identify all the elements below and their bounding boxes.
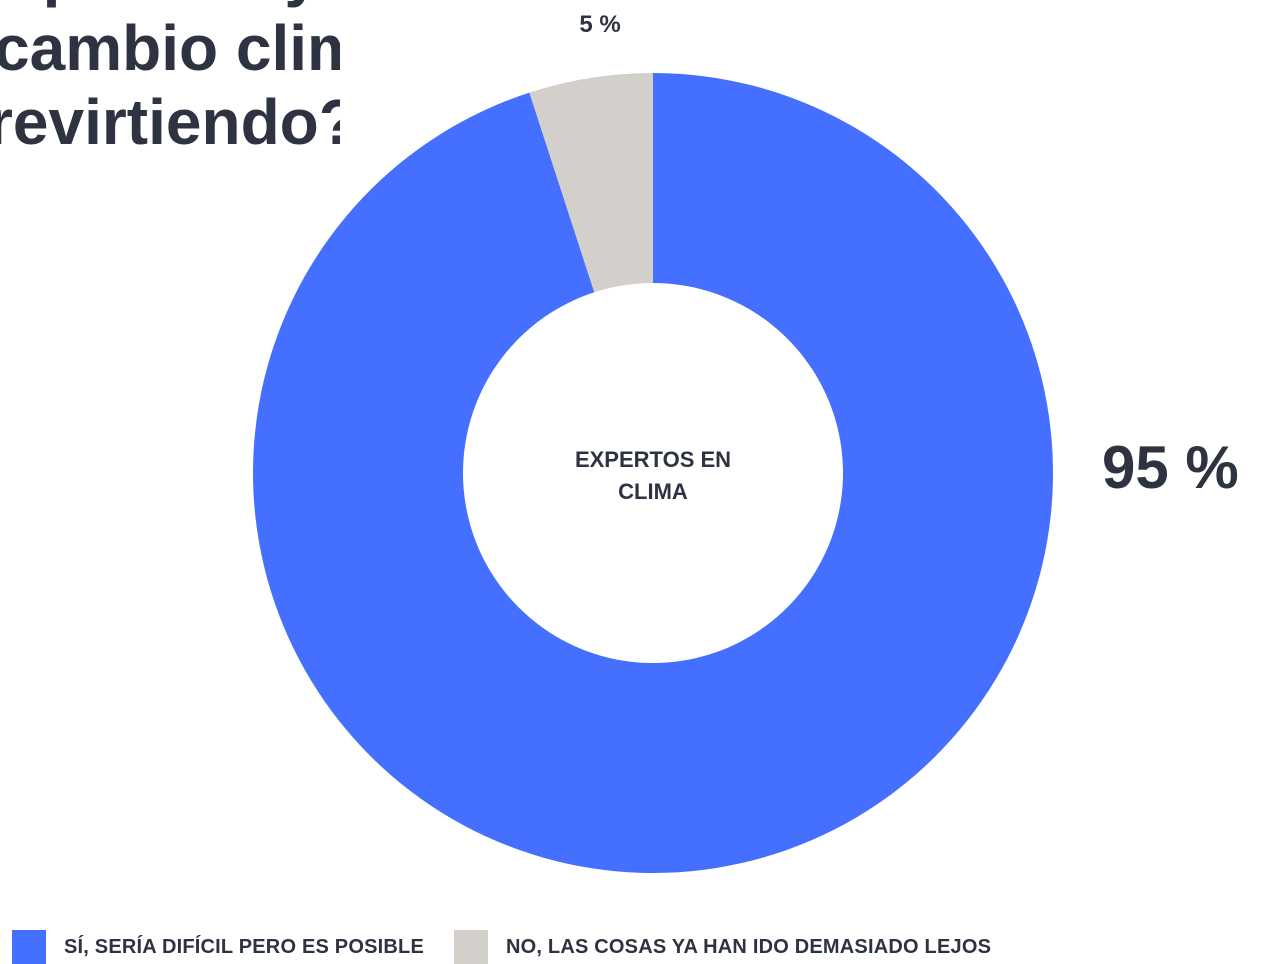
slices-group [253,73,1054,873]
title-line-1: ¿Es posible y [0,0,320,8]
legend-label-yes: SÍ, SERÍA DIFÍCIL PERO ES POSIBLE [64,935,424,958]
center-label-group: EXPERTOS EN CLIMA [575,447,731,504]
legend-label-no: NO, LAS COSAS YA HAN IDO DEMASIADO LEJOS [506,935,992,958]
center-label-line-2: CLIMA [618,479,688,504]
center-label-line-1: EXPERTOS EN [575,447,731,472]
title-line-3: revirtiendo? [0,86,340,146]
slice-value-label-yes: 95 % [1102,434,1239,501]
donut-slice-no [529,73,653,293]
legend-item-no: NO, LAS COSAS YA HAN IDO DEMASIADO LEJOS [454,930,991,964]
legend-swatch-yes [12,930,46,964]
legend: SÍ, SERÍA DIFÍCIL PERO ES POSIBLE NO, LA… [12,930,991,964]
donut-slice-yes [253,73,1054,873]
legend-item-yes: SÍ, SERÍA DIFÍCIL PERO ES POSIBLE [12,930,424,964]
title-line-2: cambio climático [0,12,340,84]
slice-value-label-no: 5 % [579,11,620,38]
chart-title: ¿Es posible y cambio climático revirtien… [0,0,340,146]
legend-swatch-no [454,930,488,964]
